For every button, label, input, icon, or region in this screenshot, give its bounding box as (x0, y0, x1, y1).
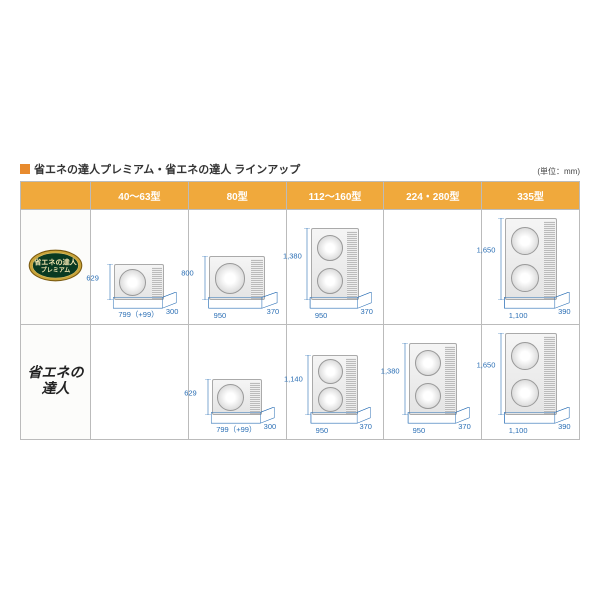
col-header: 80型 (188, 181, 286, 209)
dim-depth: 370 (458, 422, 471, 431)
table-row: 省エネの達人 プレミアム 629 799（+99） 300 (21, 209, 580, 324)
page-title: 省エネの達人プレミアム・省エネの達人 ラインアップ (20, 161, 300, 177)
dim-height: 629 (86, 273, 99, 282)
dim-width: 950 (413, 426, 426, 435)
title-text: 省エネの達人プレミアム・省エネの達人 ラインアップ (34, 161, 300, 177)
outdoor-unit: 800 950 370 (209, 256, 265, 300)
dim-depth: 370 (359, 422, 372, 431)
unit-cell: 629 799（+99） 300 (188, 324, 286, 439)
col-header: 40～63型 (91, 181, 189, 209)
unit-cell: 629 799（+99） 300 (91, 209, 189, 324)
premium-badge-icon: 省エネの達人 プレミアム (28, 248, 83, 283)
unit-cell (384, 209, 482, 324)
outdoor-unit: 1,380 950 370 (311, 228, 359, 300)
dim-height: 1,140 (284, 374, 303, 383)
unit-cell: 800 950 370 (188, 209, 286, 324)
lineup-page: 省エネの達人プレミアム・省エネの達人 ラインアップ (単位：mm) 40～63型… (20, 161, 580, 440)
table-body: 省エネの達人 プレミアム 629 799（+99） 300 (21, 209, 580, 439)
unit-note: (単位：mm) (537, 166, 580, 177)
standard-badge-text: 省エネの達人 (25, 366, 86, 397)
unit-cell (91, 324, 189, 439)
lineup-table: 40～63型 80型 112～160型 224・280型 335型 省エネの達人… (20, 181, 580, 440)
dim-width: 950 (316, 426, 329, 435)
title-row: 省エネの達人プレミアム・省エネの達人 ラインアップ (単位：mm) (20, 161, 580, 177)
unit-cell: 1,140 950 370 (286, 324, 384, 439)
dim-height: 1,650 (477, 246, 496, 255)
outdoor-unit: 1,140 950 370 (312, 355, 358, 415)
unit-cell: 1,650 1,100 390 (482, 209, 580, 324)
dim-height: 1,380 (381, 367, 400, 376)
outdoor-unit: 1,380 950 370 (409, 343, 457, 415)
dim-height: 800 (181, 269, 194, 278)
outdoor-unit: 1,650 1,100 390 (505, 218, 557, 300)
col-header: 112～160型 (286, 181, 384, 209)
dim-depth: 390 (558, 422, 571, 431)
outdoor-unit: 1,650 1,100 390 (505, 333, 557, 415)
col-header: 335型 (482, 181, 580, 209)
dim-height: 1,380 (283, 252, 302, 261)
series-label-cell: 省エネの達人 プレミアム (21, 209, 91, 324)
dim-width: 799（+99） (118, 309, 158, 320)
dim-width: 1,100 (509, 426, 528, 435)
dim-width: 799（+99） (216, 424, 256, 435)
dim-height: 629 (184, 388, 197, 397)
dim-height: 1,650 (477, 361, 496, 370)
dim-width: 1,100 (509, 311, 528, 320)
col-header: 224・280型 (384, 181, 482, 209)
series-label-cell: 省エネの達人 (21, 324, 91, 439)
unit-cell: 1,650 1,100 390 (482, 324, 580, 439)
dim-depth: 390 (558, 307, 571, 316)
dim-width: 950 (315, 311, 328, 320)
dim-depth: 370 (267, 307, 280, 316)
header-corner (21, 181, 91, 209)
dim-width: 950 (214, 311, 227, 320)
table-row: 省エネの達人 629 799（+99） 300 (21, 324, 580, 439)
unit-cell: 1,380 950 370 (384, 324, 482, 439)
svg-text:省エネの達人: 省エネの達人 (33, 257, 77, 266)
outdoor-unit: 629 799（+99） 300 (114, 264, 164, 300)
dim-depth: 300 (264, 422, 277, 431)
dim-depth: 370 (360, 307, 373, 316)
dim-depth: 300 (166, 307, 179, 316)
title-accent-icon (20, 164, 30, 174)
outdoor-unit: 629 799（+99） 300 (212, 379, 262, 415)
table-header-row: 40～63型 80型 112～160型 224・280型 335型 (21, 181, 580, 209)
unit-cell: 1,380 950 370 (286, 209, 384, 324)
